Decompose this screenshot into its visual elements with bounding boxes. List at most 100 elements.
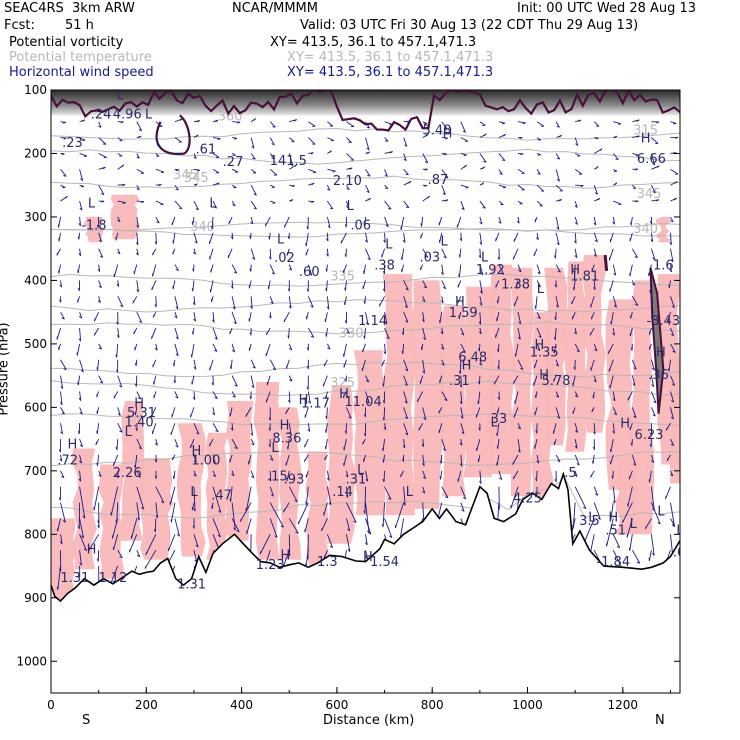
wind-vector: [536, 327, 542, 338]
value-label: .51: [605, 523, 626, 538]
wind-arrowhead: [478, 348, 480, 352]
value-label: 2.10: [333, 174, 362, 189]
wind-arrowhead: [599, 148, 603, 152]
wind-vector: [346, 200, 349, 209]
wind-arrowhead: [671, 399, 674, 403]
wind-arrowhead: [589, 332, 592, 336]
wind-arrowhead: [306, 366, 309, 370]
wind-vector: [476, 438, 481, 451]
wind-vector: [231, 343, 236, 353]
wind-arrowhead: [669, 473, 674, 477]
wind-vector: [212, 470, 217, 477]
wind-arrowhead: [424, 168, 428, 171]
wind-vector: [365, 391, 370, 404]
wind-vector: [384, 423, 387, 430]
wind-vector: [626, 518, 633, 538]
wind-arrowhead: [79, 207, 83, 211]
wind-vector: [250, 185, 257, 196]
wind-vector: [400, 216, 405, 230]
wind-vector: [212, 486, 222, 513]
wind-arrowhead: [575, 395, 579, 398]
wind-arrowhead: [439, 460, 442, 464]
wind-vector: [79, 518, 84, 539]
wind-vector: [574, 454, 580, 466]
wind-vector: [610, 312, 614, 325]
wind-arrowhead: [306, 226, 309, 230]
wind-vector: [612, 264, 617, 276]
wind-vector: [536, 343, 541, 351]
wind-vector: [97, 454, 100, 466]
wind-vector: [155, 439, 158, 446]
wind-vector: [612, 296, 617, 308]
wind-arrowhead: [496, 445, 499, 449]
wind-vector: [346, 137, 352, 143]
value-label: 5.78: [542, 374, 571, 389]
wind-arrowhead: [158, 184, 162, 187]
wind-arrowhead: [119, 556, 123, 559]
wind-arrowhead: [617, 123, 622, 125]
wind-vector: [384, 312, 388, 325]
wind-arrowhead: [327, 347, 331, 350]
high-marker: H: [656, 346, 666, 361]
wind-vector: [401, 248, 405, 261]
wind-vector: [239, 502, 252, 522]
wind-arrowhead: [444, 399, 448, 402]
wind-vector: [231, 296, 236, 310]
wind-arrowhead: [382, 288, 385, 292]
wind-vector: [650, 153, 656, 166]
wind-arrowhead: [479, 363, 482, 366]
wind-vector: [593, 232, 598, 243]
theta-label: 325: [330, 376, 355, 391]
wind-vector: [155, 502, 159, 518]
wind-arrowhead: [594, 348, 598, 352]
wind-arrowhead: [614, 182, 618, 186]
wind-vector: [193, 359, 197, 370]
wind-vector: [174, 200, 183, 209]
wind-arrowhead: [293, 119, 297, 122]
wind-arrowhead: [98, 474, 102, 477]
wind-vector: [555, 407, 561, 419]
wind-vector: [60, 375, 64, 389]
wind-vector: [192, 280, 195, 292]
wind-arrowhead: [478, 255, 481, 259]
wind-arrowhead: [229, 498, 232, 502]
wind-vector: [269, 169, 278, 176]
wind-arrowhead: [98, 239, 102, 243]
wind-vector: [270, 200, 276, 204]
wind-arrowhead: [424, 255, 429, 258]
wind-arrowhead: [518, 269, 522, 273]
wind-arrowhead: [115, 354, 118, 358]
wind-arrowhead: [344, 378, 347, 382]
wind-vector: [269, 296, 274, 304]
wind-vector: [98, 121, 102, 128]
wind-vector: [554, 327, 557, 340]
forecast-label: Fcst:: [4, 18, 35, 33]
wind-vector: [631, 359, 637, 370]
wind-arrowhead: [232, 306, 236, 310]
low-marker: L: [357, 463, 365, 478]
x-tick-label: 0: [47, 698, 55, 712]
wind-vector: [193, 486, 196, 512]
wind-arrowhead: [112, 462, 115, 466]
wind-arrowhead: [323, 363, 326, 367]
wind-arrowhead: [363, 220, 366, 224]
wind-arrowhead: [349, 167, 353, 170]
wind-arrowhead: [535, 478, 538, 482]
wind-arrowhead: [325, 268, 328, 272]
value-label: .02: [274, 251, 295, 266]
shade-blob: [138, 458, 174, 560]
forecast-hours: 51 h: [65, 18, 94, 33]
wind-vector: [460, 375, 462, 388]
wind-arrowhead: [497, 366, 500, 370]
wind-vector: [498, 184, 507, 188]
low-marker: L: [190, 485, 198, 500]
wind-arrowhead: [439, 476, 442, 480]
wind-arrowhead: [497, 256, 500, 260]
wind-vector: [479, 359, 483, 366]
wind-vector: [269, 518, 278, 538]
wind-vector: [308, 121, 316, 127]
wind-vector: [498, 216, 502, 224]
wind-vector: [117, 296, 124, 307]
wind-arrowhead: [388, 208, 392, 210]
wind-arrowhead: [366, 151, 370, 154]
